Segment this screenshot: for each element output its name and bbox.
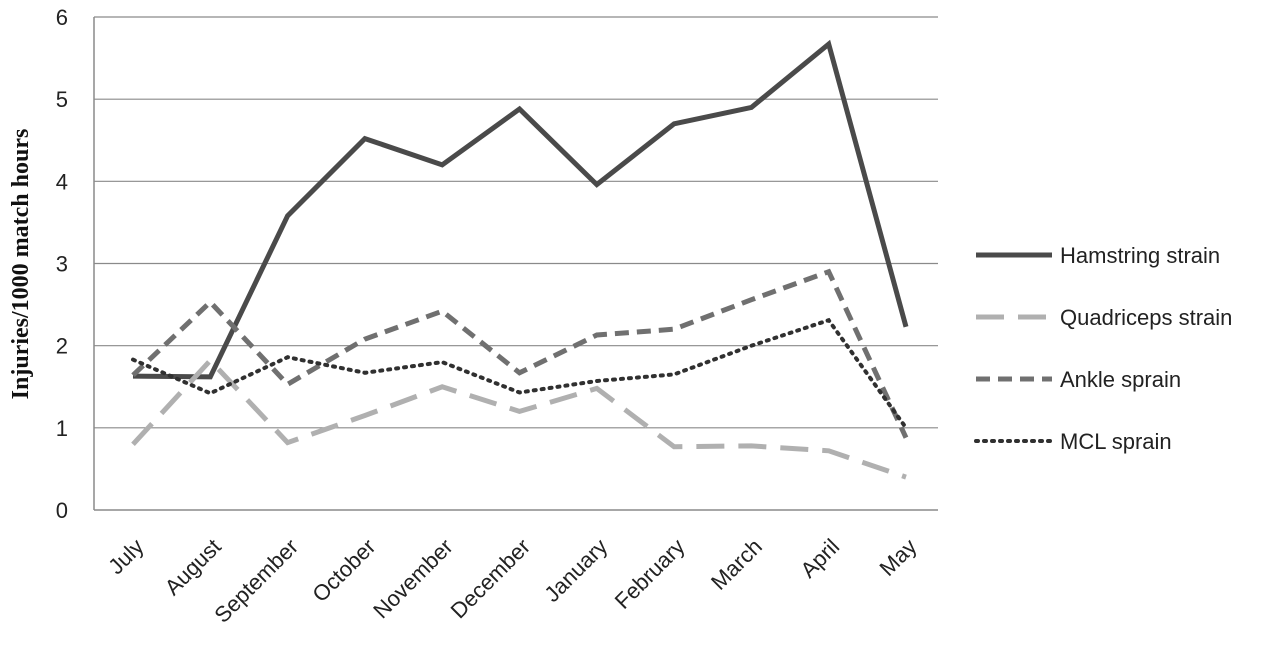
gridlines: [94, 16, 938, 429]
series-lines: [131, 39, 909, 480]
x-tick-label: January: [539, 534, 612, 607]
legend-label: Quadriceps strain: [1060, 305, 1232, 330]
y-tick-label: 1: [56, 416, 68, 441]
y-tick-label: 2: [56, 334, 68, 359]
x-tick-label: October: [307, 534, 380, 607]
x-tick-label: August: [160, 534, 226, 600]
y-tick-label: 5: [56, 87, 68, 112]
y-tick-label: 0: [56, 498, 68, 523]
x-tick-label: July: [103, 534, 148, 579]
y-tick-label: 6: [56, 5, 68, 30]
x-tick-label: February: [610, 534, 690, 614]
series-line: [131, 317, 908, 430]
legend-label: Hamstring strain: [1060, 243, 1220, 268]
x-tick-label: December: [446, 534, 535, 623]
legend-label: Ankle sprain: [1060, 367, 1181, 392]
x-tick-label: May: [874, 534, 921, 581]
y-tick-label: 3: [56, 252, 68, 277]
y-tick-label: 4: [56, 169, 68, 194]
legend: Hamstring strain Quadriceps strain Ankle s…: [974, 243, 1232, 454]
series-line: [131, 268, 909, 439]
x-tick-label: April: [795, 534, 844, 583]
y-axis-label: Injuries/1000 match hours: [8, 129, 34, 400]
x-tick-label: November: [368, 534, 457, 623]
x-tick-label: September: [209, 534, 303, 628]
series-line: [132, 39, 909, 380]
x-tick-label: March: [706, 534, 767, 595]
legend-label: MCL sprain: [1060, 429, 1172, 454]
series-line: [131, 356, 907, 480]
